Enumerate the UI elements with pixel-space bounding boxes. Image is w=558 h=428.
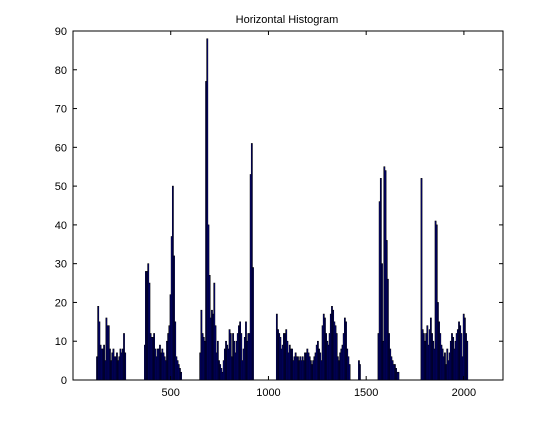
- histogram-bar: [180, 371, 182, 381]
- histogram-bar: [240, 333, 243, 381]
- histogram-bar: [250, 143, 253, 381]
- y-tick-label: 40: [55, 220, 67, 232]
- histogram-bar: [397, 371, 400, 381]
- chart-title: Horizontal Histogram: [236, 14, 339, 26]
- histogram-bar: [173, 255, 175, 381]
- histogram-bar: [124, 352, 127, 381]
- histogram-bar: [252, 267, 254, 381]
- y-tick-label: 30: [55, 259, 67, 271]
- x-tick-label: 500: [162, 387, 180, 399]
- y-tick-label: 60: [55, 142, 67, 154]
- histogram-bar: [381, 263, 383, 381]
- y-tick-label: 10: [55, 336, 67, 348]
- y-tick-label: 20: [55, 297, 67, 309]
- histogram-bar: [348, 364, 351, 381]
- histogram-bar: [466, 340, 469, 381]
- histogram-bar: [148, 282, 151, 381]
- histogram-bar: [386, 278, 389, 381]
- x-tick-label: 2000: [452, 387, 476, 399]
- x-tick-label: 1500: [354, 387, 378, 399]
- y-tick-label: 80: [55, 65, 67, 77]
- histogram-bar: [359, 364, 361, 381]
- x-axis: 500 1000 1500 2000: [162, 31, 476, 399]
- y-tick-label: 0: [61, 375, 67, 387]
- y-tick-label: 90: [55, 26, 67, 38]
- bars-group: [96, 38, 469, 381]
- y-axis: 0 10 20 30 40 50 60 70 80 90: [55, 26, 503, 387]
- histogram-bar: [420, 178, 423, 381]
- y-tick-label: 70: [55, 104, 67, 116]
- y-tick-label: 50: [55, 181, 67, 193]
- histogram-bar: [206, 38, 209, 381]
- x-tick-label: 1000: [256, 387, 280, 399]
- histogram-bar: [174, 321, 177, 381]
